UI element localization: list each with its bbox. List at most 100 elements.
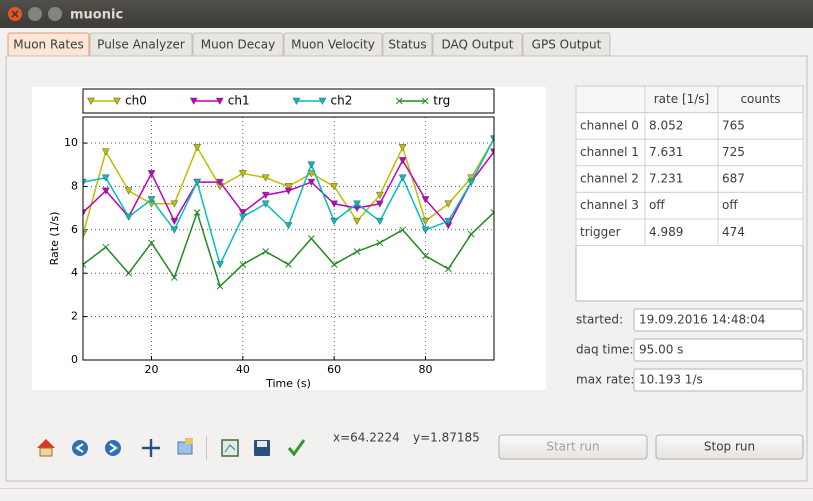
minimize-button[interactable] bbox=[28, 7, 42, 21]
marker bbox=[147, 170, 156, 178]
field-input bbox=[633, 338, 804, 362]
cell: 474 bbox=[722, 225, 745, 239]
y-tick-label: 6 bbox=[71, 223, 78, 236]
marker bbox=[398, 144, 407, 152]
marker bbox=[113, 97, 121, 106]
plot-area bbox=[83, 135, 494, 290]
marker bbox=[292, 97, 301, 106]
marker bbox=[216, 178, 224, 187]
marker bbox=[375, 217, 384, 226]
marker bbox=[238, 209, 247, 217]
marker bbox=[239, 261, 247, 268]
marker bbox=[444, 217, 453, 226]
field-label: max rate: bbox=[576, 373, 634, 387]
pan-icon[interactable] bbox=[142, 439, 160, 457]
save-icon[interactable] bbox=[254, 440, 270, 456]
field-input bbox=[633, 368, 804, 392]
x-axis-label: Time (s) bbox=[265, 377, 311, 390]
subplots-icon[interactable] bbox=[221, 439, 239, 457]
field-value: 19.09.2016 14:48:04 bbox=[639, 313, 765, 327]
column-header: rate [1/s] bbox=[654, 92, 709, 106]
marker bbox=[421, 196, 430, 204]
cell: 8.052 bbox=[649, 118, 683, 132]
button-label: Start run bbox=[546, 440, 599, 454]
marker bbox=[87, 97, 95, 106]
forward-icon[interactable] bbox=[105, 440, 121, 456]
y-tick-label: 10 bbox=[64, 136, 78, 149]
legend: ch0 ch1 ch2 trg bbox=[82, 88, 495, 114]
marker bbox=[307, 235, 315, 242]
cell: off bbox=[722, 198, 738, 212]
close-icon bbox=[11, 10, 19, 18]
edit-icon[interactable] bbox=[287, 439, 306, 457]
column-header: counts bbox=[740, 92, 780, 106]
button bbox=[498, 434, 648, 460]
marker bbox=[467, 178, 476, 187]
x-tick-label: 80 bbox=[419, 363, 433, 376]
maximize-button[interactable] bbox=[48, 7, 62, 21]
button-label: Stop run bbox=[704, 440, 755, 454]
back-icon[interactable] bbox=[72, 440, 88, 456]
tab-label: Status bbox=[388, 38, 426, 52]
table-row bbox=[575, 165, 804, 193]
marker bbox=[375, 200, 384, 208]
field-value: 95.00 s bbox=[639, 343, 683, 357]
marker bbox=[261, 174, 270, 182]
cursor-y: y=1.87185 bbox=[413, 431, 480, 445]
table-row bbox=[575, 112, 804, 140]
axes-frame bbox=[82, 116, 495, 361]
marker bbox=[399, 226, 407, 234]
marker bbox=[284, 222, 293, 230]
marker bbox=[490, 148, 494, 156]
marker bbox=[398, 174, 407, 182]
marker bbox=[444, 200, 453, 208]
field-value: 10.193 1/s bbox=[639, 373, 703, 387]
cell: 687 bbox=[722, 172, 745, 186]
x-tick-label: 40 bbox=[236, 363, 250, 376]
marker bbox=[193, 178, 202, 187]
marker bbox=[318, 97, 327, 106]
marker bbox=[238, 213, 247, 221]
marker bbox=[170, 274, 178, 281]
marker bbox=[353, 200, 361, 208]
marker bbox=[170, 217, 179, 226]
tab-label: Pulse Analyzer bbox=[97, 38, 185, 52]
buttons: Start run Stop run bbox=[498, 434, 804, 460]
button[interactable] bbox=[655, 434, 804, 460]
row-header: channel 2 bbox=[580, 172, 639, 186]
marker bbox=[375, 191, 384, 200]
marker bbox=[490, 209, 494, 216]
row-header: channel 0 bbox=[580, 118, 639, 132]
row-header: channel 3 bbox=[580, 198, 639, 212]
marker bbox=[83, 178, 87, 187]
marker bbox=[307, 161, 316, 169]
y-tick-label: 0 bbox=[71, 353, 78, 366]
marker bbox=[215, 97, 224, 106]
marker bbox=[421, 97, 429, 105]
toolbar bbox=[37, 436, 306, 460]
tab-label: Muon Decay bbox=[201, 38, 275, 52]
zoom-icon[interactable] bbox=[177, 438, 193, 455]
marker bbox=[193, 209, 201, 216]
table-row bbox=[575, 218, 804, 247]
tab-label: GPS Output bbox=[532, 38, 602, 52]
cell: 7.231 bbox=[649, 172, 683, 186]
marker bbox=[307, 170, 316, 178]
field-input bbox=[633, 308, 804, 332]
info-fields: started: 19.09.2016 14:48:04 daq time: 95.0… bbox=[576, 308, 804, 392]
x-tick-label: 20 bbox=[145, 363, 159, 376]
marker bbox=[353, 248, 361, 255]
row-header: trigger bbox=[580, 225, 621, 239]
marker bbox=[444, 265, 452, 273]
legend-label: ch1 bbox=[228, 94, 250, 108]
marker bbox=[284, 183, 293, 191]
marker bbox=[285, 261, 292, 268]
home-icon[interactable] bbox=[37, 439, 55, 457]
tab-label: DAQ Output bbox=[442, 38, 514, 52]
toolbar-separator bbox=[206, 436, 207, 460]
marker bbox=[376, 239, 384, 247]
row-header: channel 1 bbox=[580, 145, 639, 159]
cell: off bbox=[649, 198, 665, 212]
